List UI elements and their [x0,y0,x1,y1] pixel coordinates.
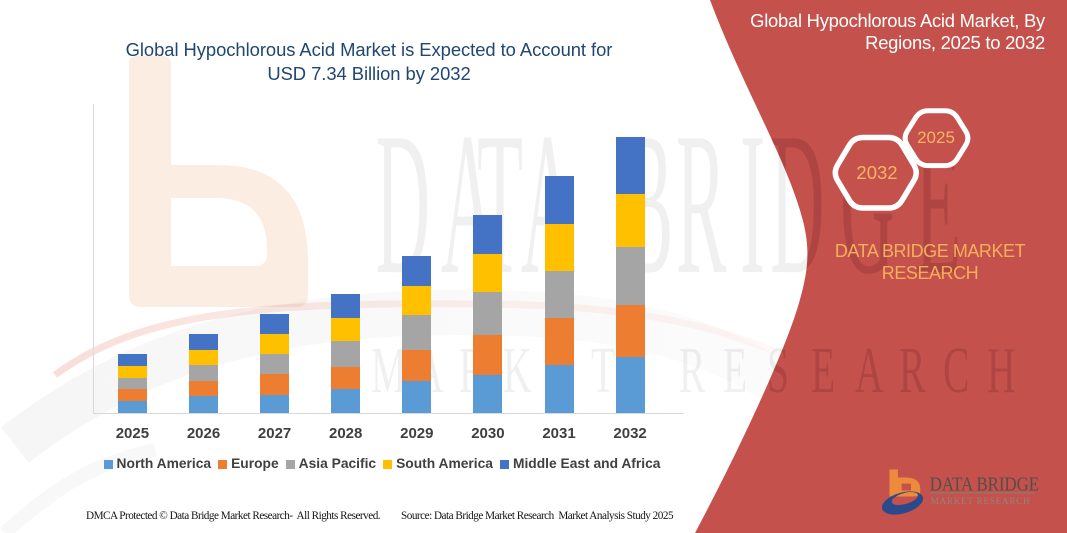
svg-text:DATA BRIDGE: DATA BRIDGE [930,473,1039,495]
svg-text:MARKET RESEARCH: MARKET RESEARCH [931,496,1033,506]
